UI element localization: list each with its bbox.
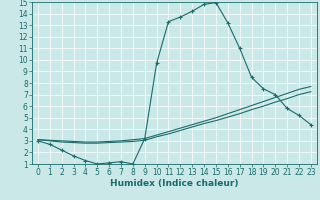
X-axis label: Humidex (Indice chaleur): Humidex (Indice chaleur) <box>110 179 239 188</box>
